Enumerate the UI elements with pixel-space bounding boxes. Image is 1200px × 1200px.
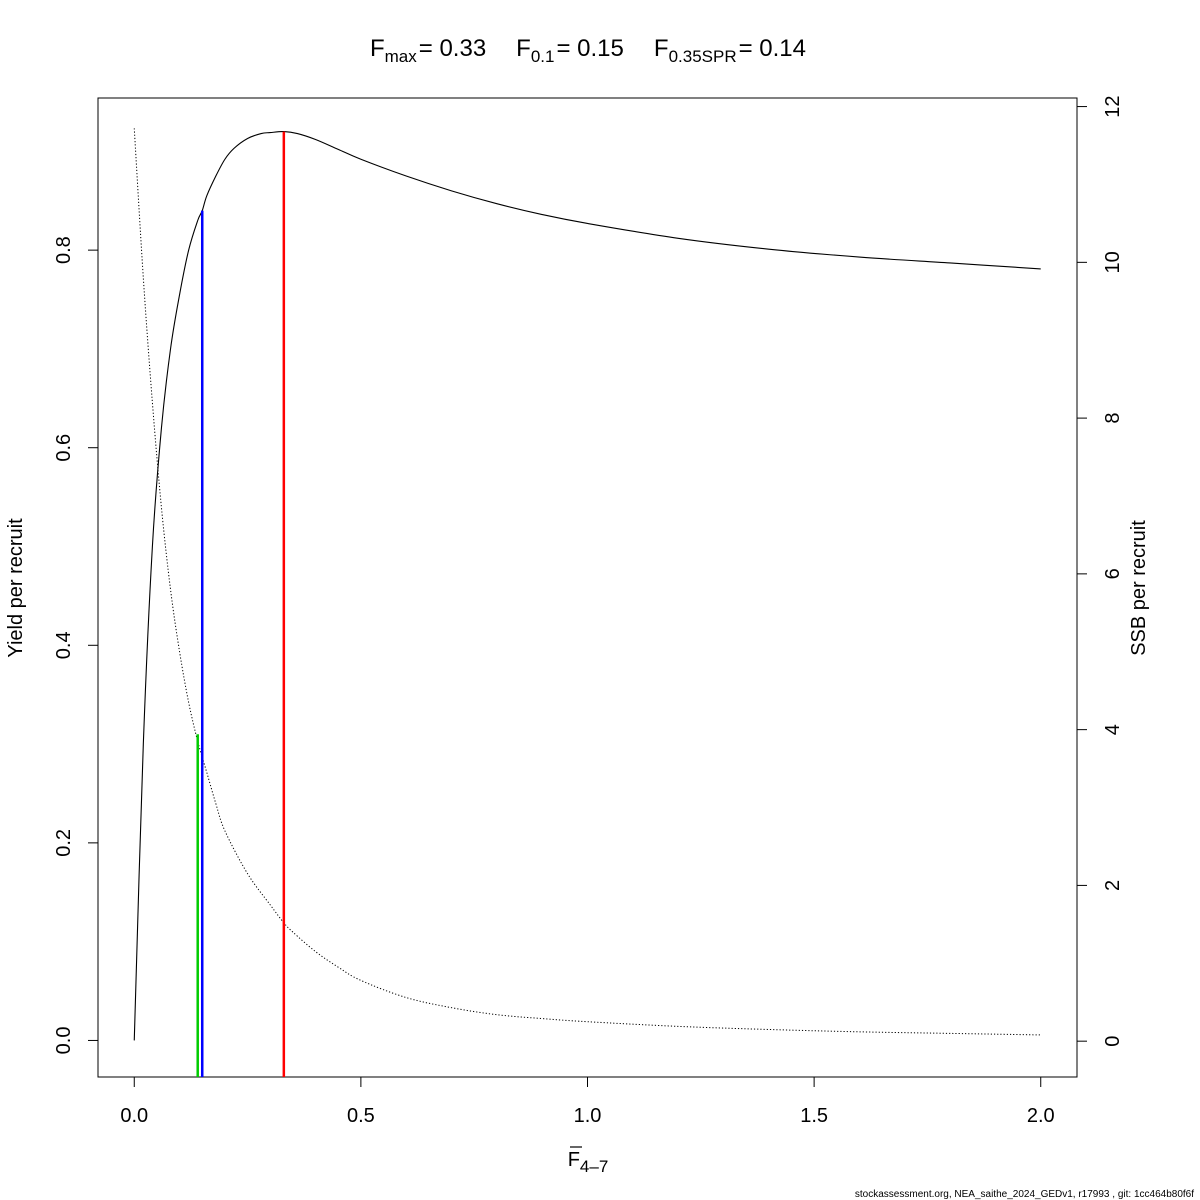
title-f01-symbol: F	[516, 35, 531, 62]
y2-axis-title: SSB per recruit	[1128, 520, 1150, 656]
chart-title: Fmax= 0.33 F0.1= 0.15 F0.35SPR= 0.14	[370, 35, 806, 66]
yield-per-recruit-line	[133, 131, 1041, 1041]
y2-tick-label: 4	[1102, 724, 1124, 735]
y-tick-label: 0.4	[53, 631, 75, 659]
title-f01-sub: 0.1	[531, 47, 555, 66]
reference-lines	[196, 131, 286, 1077]
ssb-per-recruit-line	[133, 128, 1041, 1036]
plot-frame	[97, 97, 1078, 1078]
y2-tick-label: 6	[1102, 568, 1124, 579]
x-tick-label: 0.5	[347, 1105, 375, 1127]
title-fmax-value: = 0.33	[419, 35, 486, 62]
y-tick-label: 0.2	[53, 829, 75, 857]
y2-tick-label: 0	[1102, 1036, 1124, 1047]
series-group	[133, 128, 1041, 1041]
y-tick-label: 0.8	[53, 236, 75, 264]
title-f01-value: = 0.15	[556, 35, 623, 62]
x-axis-title: F4–7	[568, 1149, 609, 1176]
title-fspr-sub: 0.35SPR	[669, 47, 737, 66]
y2-tick-label: 8	[1102, 413, 1124, 424]
x-tick-label: 1.5	[800, 1105, 828, 1127]
x-axis-title-sub: 4–7	[580, 1157, 608, 1176]
x-axis-title-symbol: F	[568, 1149, 580, 1171]
y2-tick-label: 2	[1102, 880, 1124, 891]
y2-tick-label: 10	[1102, 251, 1124, 273]
title-fspr-symbol: F	[654, 35, 669, 62]
x-tick-label: 1.0	[574, 1105, 602, 1127]
y-tick-label: 0.0	[53, 1027, 75, 1055]
y-axis-title: Yield per recruit	[5, 518, 27, 658]
x-tick-label: 2.0	[1027, 1105, 1055, 1127]
x-tick-label: 0.0	[120, 1105, 148, 1127]
title-fmax-symbol: F	[370, 35, 385, 62]
title-fspr-value: = 0.14	[739, 35, 806, 62]
y2-tick-label: 12	[1102, 95, 1124, 117]
y-tick-label: 0.6	[53, 434, 75, 462]
title-fmax-sub: max	[385, 47, 418, 66]
footer-credit: stockassessment.org, NEA_saithe_2024_GED…	[855, 1189, 1194, 1200]
axis-ticks: 0.0 0.5 1.0 1.5 2.0 0.0 0.2 0.4 0.6 0.8 0 2 4 6 8 10 12	[53, 95, 1124, 1127]
